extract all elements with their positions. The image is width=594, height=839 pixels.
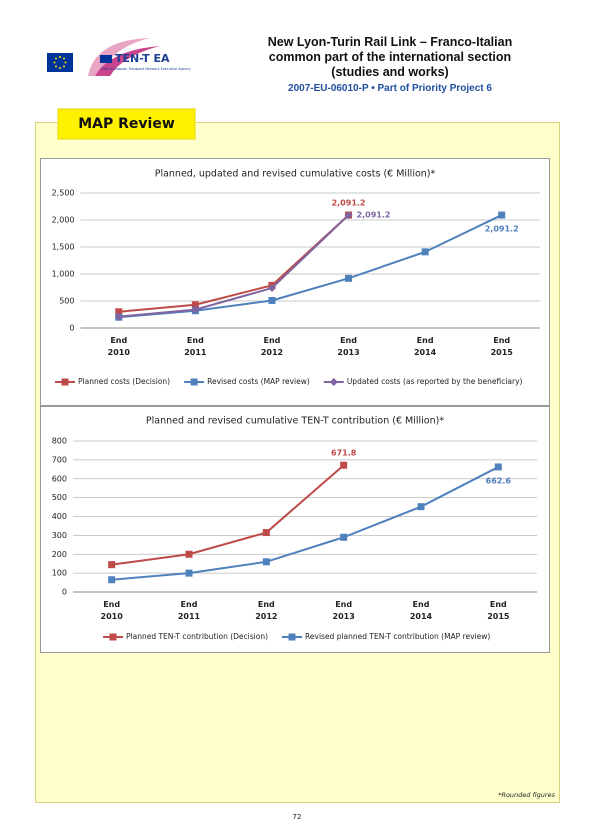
data-point [185,569,193,577]
y-tick-label: 600 [52,474,67,483]
data-point [191,301,199,309]
legend-label: Revised planned TEN-T contribution (MAP … [305,632,490,641]
y-tick-label: 1,500 [52,243,75,252]
series-line [111,464,345,566]
header-title: (studies and works) [331,65,449,79]
data-label: 671.8 [331,449,357,458]
data-point [494,463,502,471]
logo-subtext: Trans-European Transport Network Executi… [100,67,191,71]
section-tab [57,108,196,140]
chart-frame [40,406,550,653]
data-point [340,461,348,469]
x-tick-label: End 2015 [487,600,510,621]
legend-marker [61,378,69,386]
data-point [114,312,123,321]
header-title: New Lyon-Turin Rail Link – Franco-Italia… [267,35,513,49]
x-tick-label: End 2010 [107,336,130,357]
data-point [340,533,348,541]
x-tick-label: End 2013 [337,336,360,357]
footnote: *Rounded figures [498,791,555,799]
logo-swoosh [95,46,160,76]
x-tick-label: End 2010 [100,600,123,621]
logo-flag [100,55,112,63]
y-tick-label: 200 [52,550,67,559]
x-tick-label: End 2011 [184,336,207,357]
data-label: 2,091.2 [357,211,391,220]
eu-flag [47,53,73,72]
series-line [118,214,350,318]
data-point [108,561,116,569]
data-label: 2,091.2 [332,199,366,208]
data-point [421,248,429,256]
y-tick-label: 700 [52,455,67,464]
chart-title: Planned, updated and revised cumulative … [155,169,436,180]
x-tick-label: End 2014 [409,600,433,621]
y-tick-label: 2,000 [52,216,75,225]
data-point [344,211,353,220]
x-tick-label: End 2013 [332,600,355,621]
eu-stars [53,56,67,69]
x-tick-label: End 2011 [177,600,201,621]
y-tick-label: 800 [52,437,67,446]
y-tick-label: 0 [69,324,74,333]
y-tick-label: 500 [52,493,67,502]
header-title: common part of the international section [268,50,512,64]
data-point [115,308,123,316]
series-line [111,466,499,581]
y-tick-label: 1,000 [52,270,75,279]
logo-text: TEN-T EA [115,52,170,65]
legend-marker [288,633,296,641]
x-tick-label: End 2015 [490,336,513,357]
x-tick-label: End 2012 [255,600,278,621]
data-point [185,550,193,558]
data-point [268,296,276,304]
data-point [417,503,425,511]
data-point [498,211,506,219]
x-tick-label: End 2012 [260,336,284,357]
data-point [262,529,270,537]
y-tick-label: 2,500 [52,189,75,198]
legend-marker [109,633,117,641]
y-tick-label: 300 [52,531,67,540]
data-point [267,284,276,293]
legend-label: Planned costs (Decision) [78,377,170,386]
data-label: 2,091.2 [485,225,519,234]
y-tick-label: 400 [52,512,67,521]
header-subtitle: 2007-EU-06010-P • Part of Priority Proje… [288,83,492,94]
section-title: MAP Review [78,116,175,132]
x-tick-label: End 2014 [413,336,437,357]
y-tick-label: 100 [52,569,67,578]
chart-title: Planned and revised cumulative TEN-T con… [146,416,444,427]
y-tick-label: 0 [62,588,67,597]
data-point [262,558,270,566]
legend-marker [190,378,198,386]
legend-label: Revised costs (MAP review) [207,377,310,386]
legend-marker [329,378,338,386]
data-point [191,305,200,314]
legend-label: Planned TEN-T contribution (Decision) [126,632,268,641]
data-point [345,274,353,282]
legend-label: Updated costs (as reported by the benefi… [347,377,523,386]
page-number: 72 [293,813,302,821]
chart-frame [40,158,550,406]
data-label: 662.6 [486,476,512,485]
y-tick-label: 500 [59,297,74,306]
data-point [108,576,116,584]
